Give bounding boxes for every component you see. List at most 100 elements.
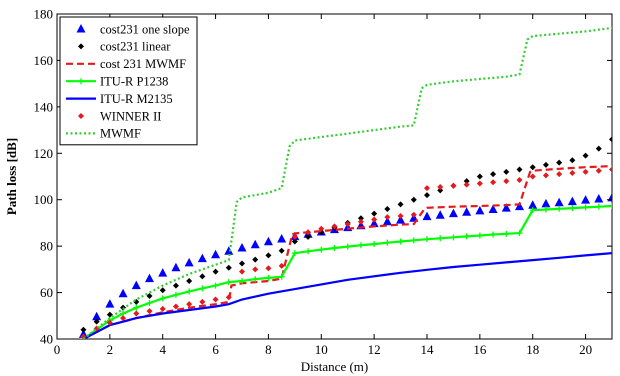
data-point xyxy=(172,291,179,298)
data-point xyxy=(291,233,298,240)
data-point xyxy=(133,304,140,311)
data-point xyxy=(106,319,113,326)
data-point xyxy=(594,194,604,203)
data-point xyxy=(503,178,510,185)
data-point xyxy=(556,171,563,178)
data-point xyxy=(278,262,285,269)
series-line xyxy=(82,165,612,339)
data-point xyxy=(595,203,602,210)
data-point xyxy=(105,299,115,308)
data-point xyxy=(476,180,483,187)
data-point xyxy=(463,178,470,185)
legend-label: MWMF xyxy=(100,127,141,141)
data-point xyxy=(305,233,312,240)
data-point xyxy=(239,277,245,284)
data-point xyxy=(371,216,378,223)
data-point xyxy=(567,196,577,206)
data-point xyxy=(225,279,232,286)
data-point xyxy=(250,239,260,249)
data-point xyxy=(490,171,497,178)
data-point xyxy=(225,294,232,301)
data-point xyxy=(78,329,88,338)
x-tick-label: 16 xyxy=(473,342,487,357)
legend-marker xyxy=(78,43,84,50)
y-tick-label: 100 xyxy=(34,192,54,207)
data-point xyxy=(278,247,285,254)
data-point xyxy=(581,195,591,204)
y-axis-label: Path loss [dB] xyxy=(4,138,19,215)
data-point xyxy=(609,166,612,173)
data-point xyxy=(145,273,154,283)
y-tick-label: 60 xyxy=(40,285,53,300)
x-tick-label: 8 xyxy=(265,342,272,357)
data-point xyxy=(252,256,259,263)
data-point xyxy=(516,230,523,237)
data-point xyxy=(197,253,207,263)
data-point xyxy=(450,182,457,189)
data-point xyxy=(278,273,285,280)
y-tick-label: 120 xyxy=(34,146,54,161)
legend-label: ITU-R M2135 xyxy=(100,92,173,106)
series-line xyxy=(82,252,612,339)
x-tick-label: 10 xyxy=(315,342,328,357)
data-point xyxy=(318,246,325,253)
data-point xyxy=(397,238,404,245)
data-point xyxy=(422,211,432,221)
data-point xyxy=(582,168,589,175)
x-tick-label: 20 xyxy=(579,342,592,357)
x-tick-label: 18 xyxy=(526,342,539,357)
data-point xyxy=(463,233,470,240)
data-point xyxy=(424,236,430,243)
data-point xyxy=(476,232,483,239)
data-point xyxy=(291,238,298,245)
legend-label: cost 231 MWMF xyxy=(100,57,186,71)
series-layer xyxy=(78,26,612,339)
data-point xyxy=(450,234,457,241)
ticks-layer: 0 2 4 6 8 10 12 14 16 18 20 40 60 80 100 120 140 160 180 xyxy=(34,7,612,357)
data-point xyxy=(516,166,523,173)
series-winner-ii xyxy=(80,166,612,339)
data-point xyxy=(609,202,612,209)
data-point xyxy=(199,298,206,305)
data-point xyxy=(305,229,312,236)
data-point xyxy=(397,201,404,208)
data-point xyxy=(528,200,538,209)
data-point xyxy=(529,164,536,171)
data-point xyxy=(172,282,179,289)
legend-label: WINNER II xyxy=(100,109,161,123)
data-point xyxy=(211,249,221,259)
data-point xyxy=(582,152,589,159)
data-point xyxy=(490,179,497,186)
legend-marker xyxy=(78,78,84,85)
data-point xyxy=(516,176,523,183)
data-point xyxy=(556,205,563,212)
data-point xyxy=(184,257,194,267)
legend-entry: cost 231 MWMF xyxy=(66,57,186,71)
y-tick-label: 40 xyxy=(40,332,53,347)
data-point xyxy=(92,311,102,321)
legend-label: ITU-R P1238 xyxy=(100,75,168,89)
data-point xyxy=(224,246,234,255)
legend: cost231 one slope cost231 linear cost 231 … xyxy=(59,16,198,146)
data-point xyxy=(80,326,87,333)
data-point xyxy=(595,167,602,174)
data-point xyxy=(186,301,193,308)
x-tick-label: 2 xyxy=(107,342,114,357)
data-point xyxy=(118,288,128,298)
data-point xyxy=(529,173,536,180)
x-tick-label: 14 xyxy=(421,342,435,357)
data-point xyxy=(488,204,498,213)
data-point xyxy=(371,241,378,248)
series-itu-r-p1238 xyxy=(80,202,612,339)
y-tick-label: 160 xyxy=(34,53,54,68)
data-point xyxy=(569,170,576,177)
data-point xyxy=(357,218,364,225)
data-point xyxy=(554,197,564,207)
data-point xyxy=(277,233,287,243)
data-point xyxy=(503,230,510,237)
data-point xyxy=(542,161,549,168)
legend-label: cost231 linear xyxy=(100,40,171,54)
series-cost-231-mwmf xyxy=(82,165,612,339)
data-point xyxy=(569,205,576,212)
